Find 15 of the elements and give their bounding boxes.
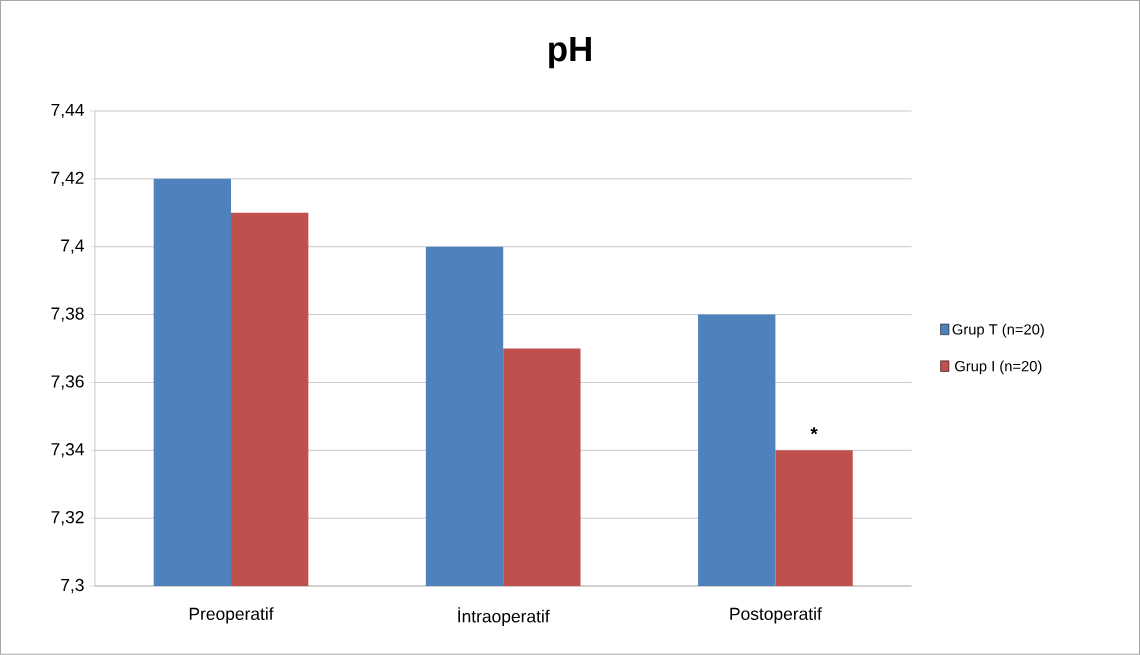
legend-label: Grup T (n=20) bbox=[952, 323, 1044, 338]
y-tick-label: 7,42 bbox=[51, 171, 84, 187]
x-tick-label: İntraoperatif bbox=[458, 607, 550, 626]
y-tick-label: 7,38 bbox=[51, 307, 84, 322]
y-tick-label: 7,44 bbox=[51, 103, 84, 119]
legend-label: Grup I (n=20) bbox=[955, 360, 1042, 375]
x-tick-label: Postoperatif bbox=[730, 607, 822, 624]
y-tick-label: 7,34 bbox=[51, 443, 84, 458]
y-tick-label: 7,36 bbox=[51, 375, 84, 390]
annotation: * bbox=[810, 427, 818, 435]
y-tick-label: 7,32 bbox=[51, 511, 84, 526]
y-tick-label: 7,3 bbox=[61, 578, 84, 594]
y-tick-label: 7,4 bbox=[61, 239, 84, 254]
x-tick-label: Preoperatif bbox=[189, 607, 274, 624]
chart-title: pH bbox=[549, 37, 591, 69]
